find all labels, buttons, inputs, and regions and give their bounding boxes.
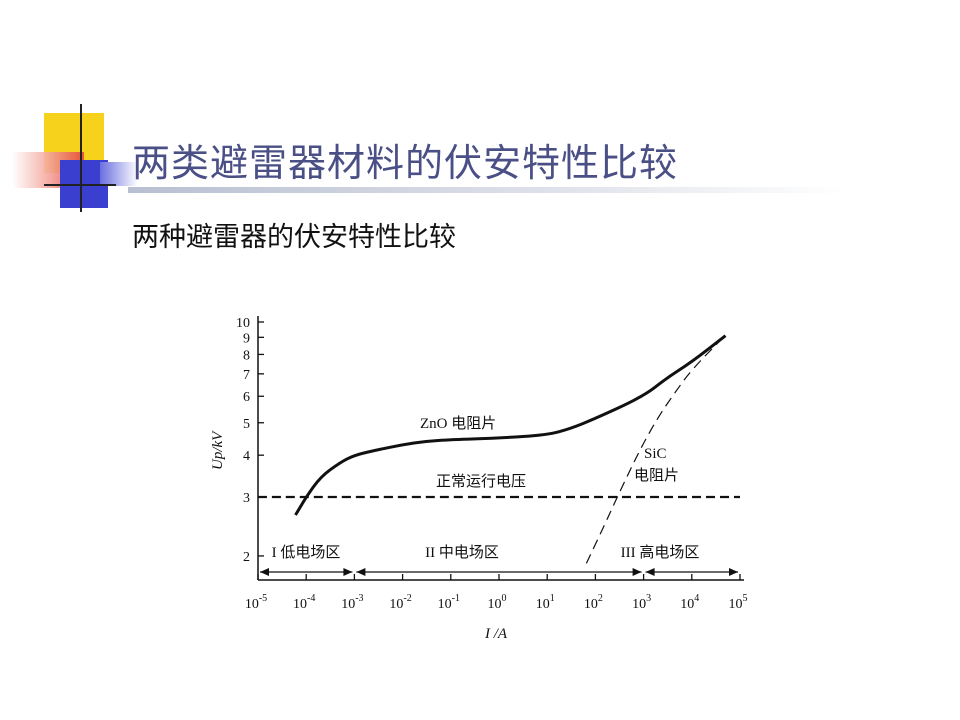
labels-layer: ZnO 电阻片 SiC 电阻片 正常运行电压 I 低电场区 II 中电场区 III 高电场区 <box>260 415 738 576</box>
x-tick-label: 105 <box>729 593 748 612</box>
label-normal-voltage: 正常运行电压 <box>436 473 526 490</box>
deco-vertical-line <box>80 104 82 212</box>
y-tick-label: 5 <box>243 417 250 432</box>
deco-blue-fade <box>100 162 138 186</box>
y-tick-label: 6 <box>243 390 250 405</box>
region-arrow-head-right <box>343 568 353 576</box>
region-label-2: II 中电场区 <box>425 544 499 561</box>
region-arrow-head-left <box>356 568 366 576</box>
x-axis-label: I /A <box>484 626 508 642</box>
region-arrow-head-right <box>729 568 738 576</box>
x-tick-label: 10-5 <box>245 593 267 612</box>
region-label-1: I 低电场区 <box>272 544 341 561</box>
x-tick-label: 102 <box>584 593 603 612</box>
x-tick-label: 103 <box>632 593 651 612</box>
label-sic-resistor: 电阻片 <box>634 467 679 484</box>
y-tick-label: 10 <box>236 316 250 331</box>
x-tick-label: 104 <box>680 593 699 612</box>
region-arrow-head-right <box>632 568 642 576</box>
x-tick-label: 10-4 <box>293 593 315 612</box>
title-underline <box>128 187 848 193</box>
region-arrow-head-left <box>260 568 269 576</box>
series-line-sic <box>585 336 724 564</box>
y-tick-label: 8 <box>243 348 250 363</box>
x-tick-label: 10-2 <box>389 593 411 612</box>
y-tick-label: 9 <box>243 331 250 346</box>
slide-subtitle: 两种避雷器的伏安特性比较 <box>132 222 456 253</box>
label-zno: ZnO 电阻片 <box>420 415 496 432</box>
y-axis-label: Up/kV <box>210 430 226 470</box>
y-tick-label: 3 <box>243 491 250 506</box>
series-line-zno <box>294 334 727 516</box>
x-tick-label: 10-3 <box>341 593 363 612</box>
x-tick-label: 101 <box>536 593 555 612</box>
deco-horizontal-line <box>44 184 116 186</box>
y-tick-label: 4 <box>243 449 250 464</box>
y-tick-label: 7 <box>243 368 250 383</box>
label-sic: SiC <box>644 446 667 462</box>
x-tick-label: 100 <box>488 593 507 612</box>
x-tick-label: 10-1 <box>438 593 460 612</box>
y-tick-label: 2 <box>243 550 250 565</box>
series-layer <box>258 334 740 564</box>
region-arrow-head-left <box>645 568 655 576</box>
region-label-3: III 高电场区 <box>621 544 700 561</box>
slide-title: 两类避雷器材料的伏安特性比较 <box>132 141 679 185</box>
